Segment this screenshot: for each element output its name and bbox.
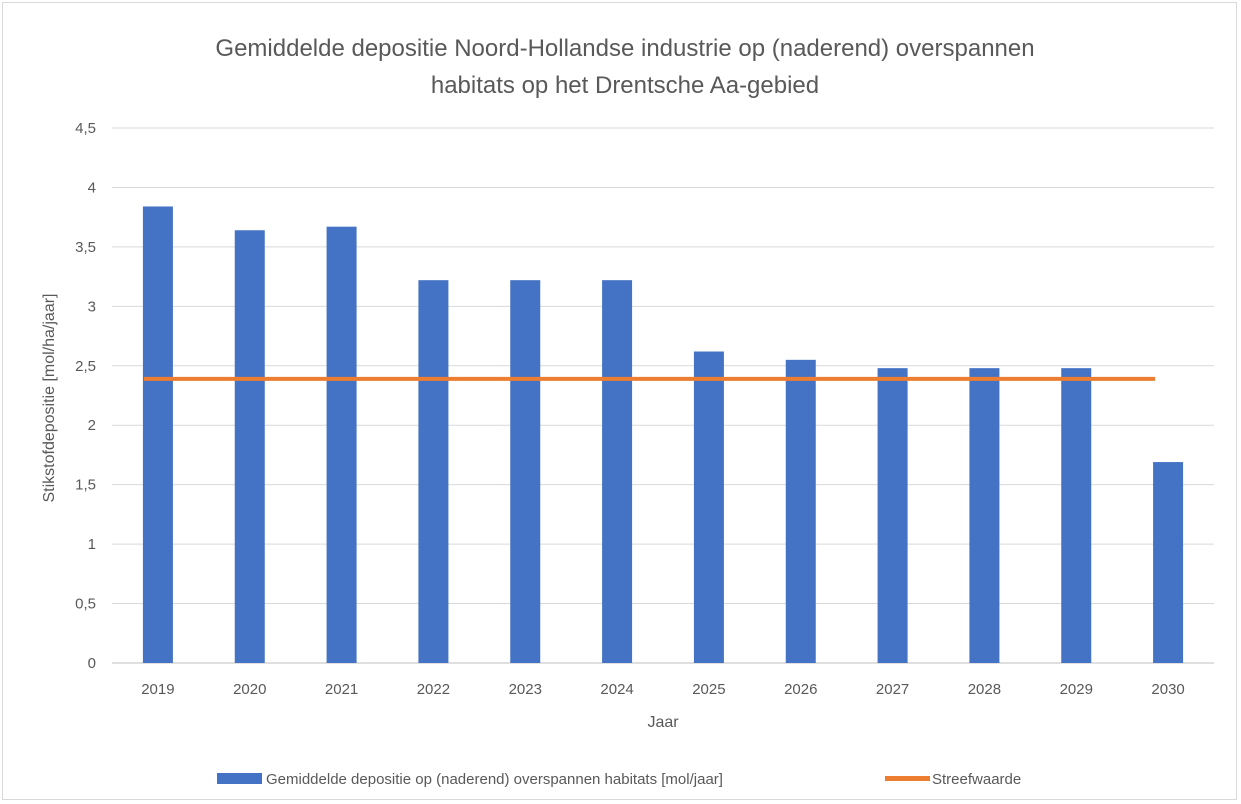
bar xyxy=(510,280,541,663)
x-tick-label: 2020 xyxy=(233,681,266,698)
x-axis-ticks: 2019 2020 2021 2022 2023 2024 2025 2026 2027 2028… xyxy=(141,681,1185,698)
y-tick-label: 0 xyxy=(88,655,96,672)
y-axis-label: Stikstofdepositie [mol/ha/jaar] xyxy=(41,294,58,503)
bar xyxy=(602,280,633,663)
bar-series xyxy=(142,206,1184,663)
x-tick-label: 2021 xyxy=(325,681,358,698)
y-tick-label: 2 xyxy=(88,417,96,434)
bar xyxy=(234,230,265,663)
bar xyxy=(969,368,1000,663)
legend-label-line: Streefwaarde xyxy=(932,771,1021,788)
bar xyxy=(326,226,357,663)
y-axis-ticks: 0 0,5 1 1,5 2 2,5 3 3,5 4 4,5 xyxy=(75,120,96,672)
y-tick-label: 3 xyxy=(88,298,96,315)
bar xyxy=(1153,462,1184,663)
legend-swatch-line xyxy=(885,776,930,781)
x-tick-label: 2029 xyxy=(1060,681,1093,698)
x-axis-label: Jaar xyxy=(647,714,679,731)
legend: Gemiddelde depositie op (naderend) overs… xyxy=(217,771,1021,788)
y-tick-label: 0,5 xyxy=(75,596,96,613)
bar xyxy=(1061,368,1092,663)
y-tick-label: 4,5 xyxy=(75,120,96,137)
y-tick-label: 1,5 xyxy=(75,477,96,494)
y-tick-label: 2,5 xyxy=(75,358,96,375)
chart-title-line-2: habitats op het Drentsche Aa-gebied xyxy=(431,72,819,99)
bar xyxy=(693,351,724,663)
legend-label-bars: Gemiddelde depositie op (naderend) overs… xyxy=(266,771,723,788)
x-tick-label: 2025 xyxy=(692,681,725,698)
x-tick-label: 2026 xyxy=(784,681,817,698)
x-tick-label: 2028 xyxy=(968,681,1001,698)
x-tick-label: 2024 xyxy=(600,681,633,698)
x-tick-label: 2019 xyxy=(141,681,174,698)
x-tick-label: 2023 xyxy=(509,681,542,698)
chart-title-line-1: Gemiddelde depositie Noord-Hollandse ind… xyxy=(215,35,1034,62)
y-tick-label: 3,5 xyxy=(75,239,96,256)
x-tick-label: 2027 xyxy=(876,681,909,698)
gridlines xyxy=(112,127,1214,664)
x-tick-label: 2022 xyxy=(417,681,450,698)
bar xyxy=(418,280,449,663)
y-tick-label: 1 xyxy=(88,536,96,553)
legend-swatch-bars xyxy=(217,773,262,784)
x-tick-label: 2030 xyxy=(1151,681,1184,698)
y-tick-label: 4 xyxy=(88,179,96,196)
bar xyxy=(877,368,908,663)
bar xyxy=(785,359,816,663)
chart-title: Gemiddelde depositie Noord-Hollandse ind… xyxy=(215,35,1034,99)
bar xyxy=(142,206,173,663)
